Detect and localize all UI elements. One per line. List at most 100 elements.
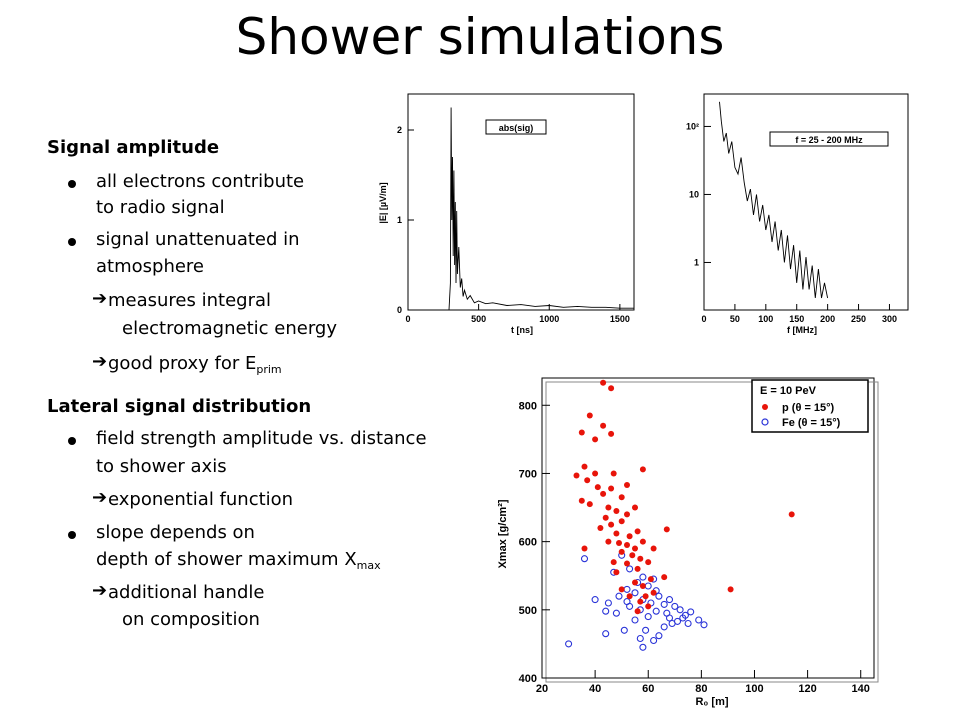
y-tick-label: 700 xyxy=(519,468,537,480)
proton-point xyxy=(616,540,622,546)
proton-point xyxy=(632,545,638,552)
proton-point xyxy=(608,430,615,437)
fe-point xyxy=(687,608,695,616)
x-tick-label: 150 xyxy=(789,314,804,324)
legend-label: f = 25 - 200 MHz xyxy=(795,135,863,145)
lateral-distribution-heading: Lateral signal distribution xyxy=(47,396,312,417)
x-tick-label: 140 xyxy=(852,683,870,695)
arrow-icon: ➔ xyxy=(92,288,108,309)
spectrum-line xyxy=(719,101,829,299)
proton-point xyxy=(647,576,654,583)
arrow3-text: exponential function xyxy=(108,489,294,510)
proton-point xyxy=(661,574,668,581)
fe-point xyxy=(660,600,668,608)
proton-point xyxy=(624,511,630,518)
fe-point xyxy=(631,589,639,597)
bullet-icon xyxy=(68,238,76,246)
x-tick-label: 100 xyxy=(758,314,773,324)
proton-point xyxy=(578,429,585,436)
proton-point xyxy=(581,545,588,552)
fe-point xyxy=(655,592,663,600)
proton-point xyxy=(639,538,646,545)
fe-point xyxy=(623,598,631,606)
proton-point xyxy=(632,504,638,511)
x-tick-label: 1000 xyxy=(539,314,559,324)
y-tick-label: 800 xyxy=(519,400,537,412)
legend-box xyxy=(485,119,547,135)
x-tick-label: 500 xyxy=(471,314,486,324)
x-tick-label: 0 xyxy=(701,314,706,324)
proton-point xyxy=(637,598,644,605)
proton-point xyxy=(624,560,630,567)
bullet1-line1: all electrons contribute xyxy=(96,171,305,192)
x-tick-label: 100 xyxy=(745,683,763,695)
proton-point xyxy=(613,530,620,537)
bullet4-line1: slope depends on xyxy=(96,522,255,543)
bullet2-line2: atmosphere xyxy=(96,256,204,277)
proton-point xyxy=(578,497,585,504)
x-tick-label: 50 xyxy=(730,314,740,324)
x-axis-label: f [MHz] xyxy=(787,325,817,335)
x-tick-label: 0 xyxy=(405,314,410,324)
x-tick-label: 250 xyxy=(851,314,866,324)
proton-point xyxy=(618,586,625,593)
legend-marker-fe xyxy=(761,418,769,426)
proton-point xyxy=(624,542,630,548)
proton-point xyxy=(632,579,638,586)
frequency-spectrum-chart: 0 50 100 150 200 250 300 1 10 10² f = 25 - 200 MH… xyxy=(666,88,916,360)
arrow4-line1: additional handle xyxy=(108,582,265,603)
fe-point xyxy=(668,619,676,628)
fe-point xyxy=(604,599,612,607)
fe-point xyxy=(700,621,708,629)
arrow-icon: ➔ xyxy=(92,487,108,508)
proton-point xyxy=(634,608,641,615)
y-tick-label: 1 xyxy=(397,215,402,225)
fe-point xyxy=(620,626,628,634)
y-tick-label: 600 xyxy=(519,537,537,549)
fe-point xyxy=(612,609,620,617)
fe-point xyxy=(684,619,692,628)
proton-point xyxy=(613,508,620,514)
proton-point xyxy=(634,528,641,535)
x-tick-label: 120 xyxy=(798,683,816,695)
bullet3-line2: to shower axis xyxy=(96,456,227,477)
arrow-icon: ➔ xyxy=(92,580,108,601)
time-signal-chart: 0 500 1000 1500 0 1 2 abs(sig) t [ns] |E| [µV/… xyxy=(362,88,642,360)
arrow2-text: good proxy for Eprim xyxy=(108,353,282,376)
fe-point xyxy=(644,613,652,621)
fe-point xyxy=(695,616,703,624)
bullet2-line1: signal unattenuated in xyxy=(96,229,300,250)
proton-point xyxy=(610,559,617,566)
proton-point xyxy=(634,565,641,572)
y-tick-label: 1 xyxy=(694,257,699,267)
legend-box xyxy=(769,131,889,147)
fe-point xyxy=(665,614,674,622)
proton-point xyxy=(626,593,633,600)
proton-point xyxy=(645,559,652,566)
proton-point xyxy=(642,593,649,600)
fe-point xyxy=(676,606,684,614)
x-tick-label: 40 xyxy=(589,683,601,695)
proton-point xyxy=(600,490,607,497)
arrow1-line1: measures integral xyxy=(108,290,272,311)
legend-label-p: p (θ = 15°) xyxy=(782,402,835,414)
fe-point xyxy=(591,596,599,604)
proton-point xyxy=(573,472,580,479)
proton-point xyxy=(594,484,601,491)
fe-point xyxy=(671,602,679,610)
y-tick-label: 2 xyxy=(397,125,402,135)
legend-label-fe: Fe (θ = 15°) xyxy=(782,417,841,429)
y-tick-label: 500 xyxy=(519,605,537,617)
proton-point xyxy=(613,569,620,576)
fe-point xyxy=(580,555,589,563)
proton-point xyxy=(618,494,625,501)
fe-point xyxy=(652,607,660,615)
proton-point xyxy=(618,518,625,525)
fe-point xyxy=(650,636,658,645)
arrow4-line2: on composition xyxy=(122,609,260,630)
proton-point xyxy=(624,482,630,488)
bullet1-line2: to radio signal xyxy=(96,197,225,218)
proton-point xyxy=(637,555,644,562)
fe-point xyxy=(655,632,663,640)
fe-point xyxy=(660,623,668,631)
